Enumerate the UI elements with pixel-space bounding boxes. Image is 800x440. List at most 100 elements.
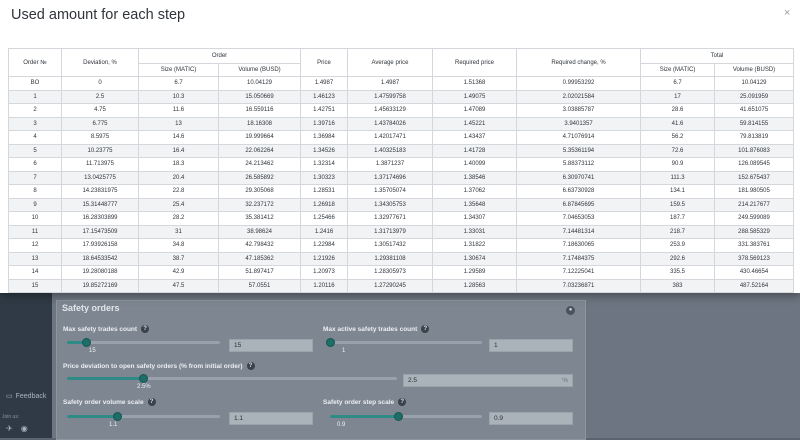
slider-handle[interactable]	[113, 412, 123, 421]
table-cell: 41.651075	[714, 103, 794, 118]
panel-close-icon[interactable]: ●	[566, 306, 575, 315]
table-cell: 2.02021584	[516, 89, 641, 104]
max-safety-trades-input[interactable]: 15	[229, 339, 313, 352]
table-cell: 218.7	[640, 224, 715, 239]
table-cell: 14	[8, 265, 62, 280]
table-cell: 42.9	[138, 265, 219, 280]
table-cell: 1.29589	[432, 265, 517, 280]
table-cell: 15.050669	[218, 89, 301, 104]
table-row: 2 4.75 11.6 16.559116 1.42751 1.45633129 1.470…	[8, 103, 794, 118]
table-cell: 51.897417	[218, 265, 301, 280]
table-cell: 18.3	[138, 157, 219, 172]
table-cell: 10.23775	[61, 143, 139, 158]
percent-unit: %	[562, 377, 568, 384]
col-total-size: Size (MATIC)	[640, 63, 715, 77]
table-cell: 1.34526	[300, 143, 348, 158]
close-icon[interactable]: ×	[784, 7, 791, 19]
volume-scale-input[interactable]: 1.1	[229, 412, 313, 425]
table-cell: 5.88373112	[516, 157, 641, 172]
table-cell: 3.9401357	[516, 116, 641, 131]
slider-handle[interactable]	[82, 338, 92, 347]
feedback-icon: ▭	[6, 393, 13, 400]
table-cell: 1.30674	[432, 251, 517, 266]
slider-fill	[67, 341, 87, 344]
step-scale-input[interactable]: 0.9	[489, 412, 573, 425]
table-cell: 1.30323	[300, 170, 348, 185]
table-cell: 59.814155	[714, 116, 794, 131]
table-cell: 6.7	[640, 76, 715, 91]
table-cell: 28.6	[640, 103, 715, 118]
table-cell: 1.20973	[300, 265, 348, 280]
table-cell: 11.6	[138, 103, 219, 118]
volume-scale-slider[interactable]	[67, 412, 220, 421]
table-cell: 22.8	[138, 184, 219, 199]
table-cell: 10.04129	[218, 76, 301, 91]
table-cell: 1.35648	[432, 197, 517, 212]
table-cell: 1.20116	[300, 278, 348, 293]
table-cell: 430.46654	[714, 265, 794, 280]
table-cell: 38.98624	[218, 224, 301, 239]
steps-table: Order № Deviation, % Order Price Average…	[8, 48, 794, 293]
table-cell: 1.32977671	[347, 211, 433, 226]
table-cell: 7.14481314	[516, 224, 641, 239]
table-cell: 9	[8, 197, 62, 212]
table-cell: 1.30517432	[347, 238, 433, 253]
help-icon[interactable]: ?	[147, 398, 156, 406]
table-cell: 1.43784026	[347, 116, 433, 131]
slider-handle[interactable]	[394, 412, 404, 421]
discord-icon[interactable]: ◉	[20, 424, 28, 433]
table-cell: 6.87845695	[516, 197, 641, 212]
max-active-trades-input[interactable]: 1	[489, 339, 573, 352]
table-cell: 292.6	[640, 251, 715, 266]
table-cell: 7.04653053	[516, 211, 641, 226]
table-cell: 1.4987	[300, 76, 348, 91]
table-cell: 134.1	[640, 184, 715, 199]
help-icon[interactable]: ?	[421, 325, 430, 333]
table-cell: 5	[8, 143, 62, 158]
table-cell: 1.42751	[300, 103, 348, 118]
col-required-change: Required change, %	[516, 48, 641, 77]
table-cell: 13.0425775	[61, 170, 139, 185]
table-row: 15 19.85272169 47.5 57.0551 1.20116 1.2729024…	[8, 278, 794, 293]
step-scale-slider[interactable]	[330, 412, 482, 421]
table-row: 7 13.0425775 20.4 26.585892 1.30323 1.3717469…	[8, 170, 794, 185]
table-cell: 13	[138, 116, 219, 131]
col-order-volume: Volume (BUSD)	[218, 63, 301, 77]
table-cell: 32.237172	[218, 197, 301, 212]
table-cell: 16.28303899	[61, 211, 139, 226]
twitter-icon[interactable]: ✈	[6, 424, 13, 433]
max-safety-trades-label: Max safety trades count ?	[63, 325, 150, 333]
table-row: 13 18.64533542 38.7 47.185362 1.21926 1.29381…	[8, 251, 794, 266]
slider-handle[interactable]	[326, 338, 335, 347]
table-cell: 41.6	[640, 116, 715, 131]
slider-handle[interactable]	[138, 374, 148, 383]
table-cell: 3.03885787	[516, 103, 641, 118]
max-active-trades-slider[interactable]	[326, 338, 482, 347]
table-cell: 6.7	[138, 76, 219, 91]
table-cell: 1.38546	[432, 170, 517, 185]
help-icon[interactable]: ?	[246, 362, 255, 370]
steps-table-body: BO 0 6.7 10.04129 1.4987 1.4987 1.51368 0.99953…	[8, 76, 794, 293]
col-average-price: Average price	[347, 48, 433, 77]
price-deviation-input[interactable]: 2.5%	[403, 374, 573, 387]
table-cell: 249.599089	[714, 211, 794, 226]
table-cell: 1.46123	[300, 89, 348, 104]
table-cell: 11	[8, 224, 62, 239]
table-cell: 0.99953292	[516, 76, 641, 91]
table-cell: 1.28531	[300, 184, 348, 199]
table-cell: 1.36984	[300, 130, 348, 145]
col-deviation: Deviation, %	[61, 48, 139, 77]
table-cell: 56.2	[640, 130, 715, 145]
help-icon[interactable]: ?	[141, 325, 150, 333]
max-safety-trades-slider[interactable]	[67, 338, 220, 347]
table-cell: 72.6	[640, 143, 715, 158]
sidebar-feedback[interactable]: ▭ Feedback	[6, 392, 46, 401]
table-cell: BO	[8, 76, 62, 91]
help-icon[interactable]: ?	[398, 398, 407, 406]
price-deviation-slider[interactable]	[67, 374, 397, 383]
step-scale-label: Safety order step scale ?	[323, 398, 407, 406]
table-cell: 10	[8, 211, 62, 226]
table-cell: 1.47599758	[347, 89, 433, 104]
table-cell: 57.0551	[218, 278, 301, 293]
table-cell: 14.6	[138, 130, 219, 145]
